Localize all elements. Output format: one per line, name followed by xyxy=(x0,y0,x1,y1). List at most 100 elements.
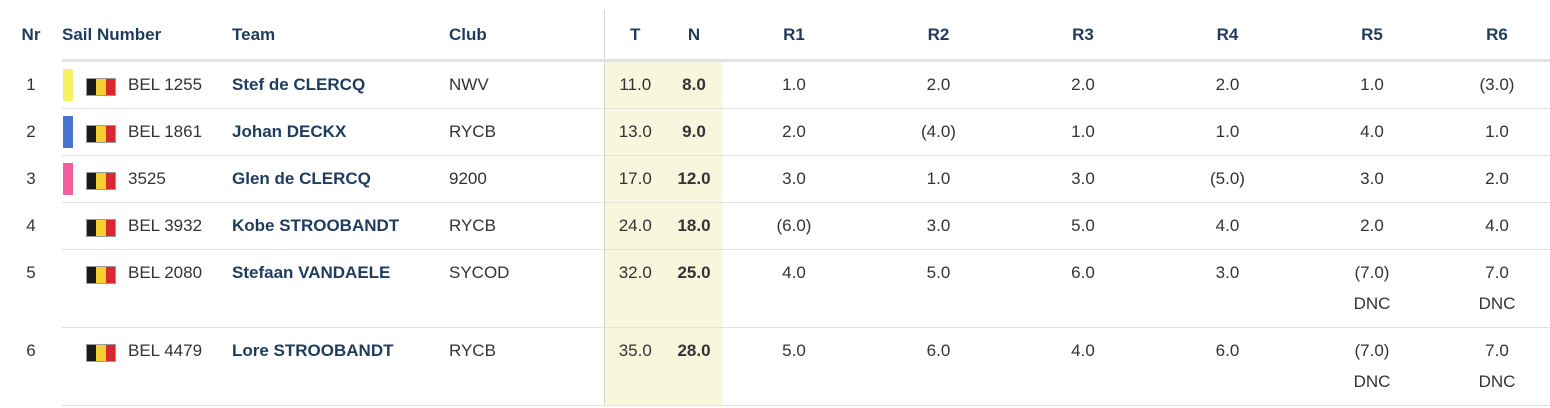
net-points-cell: 12.0 xyxy=(666,155,722,203)
team-name-link[interactable]: Kobe STROOBANDT xyxy=(232,216,400,235)
total-points-cell: 17.0 xyxy=(603,155,666,203)
header-net[interactable]: N xyxy=(666,10,722,62)
race-4-cell: 3.0 xyxy=(1155,249,1300,328)
header-nr[interactable]: Nr xyxy=(21,24,41,44)
race-6-code xyxy=(1444,234,1550,248)
race-5-code xyxy=(1300,140,1444,154)
sail-number: BEL 2080 xyxy=(128,263,203,282)
race-3-cell: 6.0 xyxy=(1011,249,1155,328)
rank-cell: 4 xyxy=(26,216,36,235)
total-points-cell: 35.0 xyxy=(603,327,666,406)
net-points-cell: 28.0 xyxy=(666,327,722,406)
sail-number: 3525 xyxy=(128,169,166,188)
team-cell[interactable]: Lore STROOBANDT xyxy=(232,327,449,406)
sail-number: BEL 1255 xyxy=(128,75,203,94)
rank-cell: 5 xyxy=(26,263,36,282)
header-club[interactable]: Club xyxy=(449,10,604,62)
net-points-cell: 18.0 xyxy=(666,202,722,250)
fleet-color-marker xyxy=(63,69,73,101)
race-1-cell: 4.0 xyxy=(722,249,866,328)
race-5-cell: 1.0 xyxy=(1300,60,1444,109)
sail-number-cell: BEL 3932 xyxy=(62,202,232,250)
header-r1[interactable]: R1 xyxy=(722,10,866,62)
table-row: 2 BEL 1861 Johan DECKX RYCB 13.0 9.0 2.0… xyxy=(0,108,1550,156)
race-3-cell: 3.0 xyxy=(1011,155,1155,203)
header-r4[interactable]: R4 xyxy=(1155,10,1300,62)
club-cell: RYCB xyxy=(449,108,604,156)
race-6-cell: 2.0 xyxy=(1444,155,1550,203)
race-2-cell: 2.0 xyxy=(866,60,1011,109)
race-4-cell: 4.0 xyxy=(1155,202,1300,250)
net-points-cell: 8.0 xyxy=(666,60,722,109)
race-6-code xyxy=(1444,140,1550,154)
club-cell: 9200 xyxy=(449,155,604,203)
race-4-cell: 6.0 xyxy=(1155,327,1300,406)
race-5-code xyxy=(1300,187,1444,201)
belgium-flag-icon xyxy=(86,78,116,96)
team-name-link[interactable]: Glen de CLERCQ xyxy=(232,169,371,188)
fleet-color-marker xyxy=(63,116,73,148)
team-cell[interactable]: Johan DECKX xyxy=(232,108,449,156)
race-6-cell: 7.0 DNC xyxy=(1444,249,1550,328)
table-row: 3 3525 Glen de CLERCQ 9200 17.0 12.0 3.0… xyxy=(0,155,1550,203)
total-points-cell: 32.0 xyxy=(603,249,666,328)
race-5-code xyxy=(1300,93,1444,107)
team-cell[interactable]: Glen de CLERCQ xyxy=(232,155,449,203)
header-row: Nr Sail Number Team Club T N R1 R2 R3 R4… xyxy=(0,10,1550,62)
sail-number-cell: BEL 4479 xyxy=(62,327,232,406)
race-4-cell: (5.0) xyxy=(1155,155,1300,203)
race-5-code: DNC xyxy=(1353,372,1391,391)
net-points-cell: 25.0 xyxy=(666,249,722,328)
race-6-cell: 7.0 DNC xyxy=(1444,327,1550,406)
team-name-link[interactable]: Lore STROOBANDT xyxy=(232,341,394,360)
rank-cell: 2 xyxy=(26,122,36,141)
team-name-link[interactable]: Stef de CLERCQ xyxy=(232,75,366,94)
race-3-cell: 2.0 xyxy=(1011,60,1155,109)
race-6-cell: 4.0 xyxy=(1444,202,1550,250)
race-1-cell: (6.0) xyxy=(722,202,866,250)
race-4-cell: 1.0 xyxy=(1155,108,1300,156)
belgium-flag-icon xyxy=(86,219,116,237)
club-cell: RYCB xyxy=(449,327,604,406)
rank-cell: 6 xyxy=(26,341,36,360)
team-cell[interactable]: Stefaan VANDAELE xyxy=(232,249,449,328)
team-name-link[interactable]: Stefaan VANDAELE xyxy=(232,263,391,282)
header-r5[interactable]: R5 xyxy=(1300,10,1444,62)
race-4-cell: 2.0 xyxy=(1155,60,1300,109)
race-5-cell: 2.0 xyxy=(1300,202,1444,250)
sail-number-cell: BEL 2080 xyxy=(62,249,232,328)
header-team[interactable]: Team xyxy=(232,10,449,62)
header-r6[interactable]: R6 xyxy=(1444,10,1550,62)
rank-cell: 3 xyxy=(26,169,36,188)
sail-number-cell: BEL 1255 xyxy=(62,60,232,109)
team-cell[interactable]: Kobe STROOBANDT xyxy=(232,202,449,250)
header-sail-number[interactable]: Sail Number xyxy=(62,10,232,62)
belgium-flag-icon xyxy=(86,344,116,362)
header-r2[interactable]: R2 xyxy=(866,10,1011,62)
race-1-cell: 2.0 xyxy=(722,108,866,156)
table-row: 6 BEL 4479 Lore STROOBANDT RYCB 35.0 28.… xyxy=(0,327,1550,406)
sail-number: BEL 4479 xyxy=(128,341,203,360)
race-5-code: DNC xyxy=(1353,294,1391,313)
team-cell[interactable]: Stef de CLERCQ xyxy=(232,60,449,109)
results-table: Nr Sail Number Team Club T N R1 R2 R3 R4… xyxy=(0,10,1550,406)
race-3-cell: 1.0 xyxy=(1011,108,1155,156)
race-5-cell: 4.0 xyxy=(1300,108,1444,156)
race-6-cell: (3.0) xyxy=(1444,60,1550,109)
net-points-cell: 9.0 xyxy=(666,108,722,156)
total-points-cell: 24.0 xyxy=(603,202,666,250)
race-2-cell: 6.0 xyxy=(866,327,1011,406)
team-name-link[interactable]: Johan DECKX xyxy=(232,122,347,141)
table-row: 4 BEL 3932 Kobe STROOBANDT RYCB 24.0 18.… xyxy=(0,202,1550,250)
total-points-cell: 13.0 xyxy=(603,108,666,156)
header-total[interactable]: T xyxy=(603,10,666,62)
race-5-cell: 3.0 xyxy=(1300,155,1444,203)
race-6-code: DNC xyxy=(1478,372,1516,391)
belgium-flag-icon xyxy=(86,125,116,143)
belgium-flag-icon xyxy=(86,266,116,284)
race-6-code xyxy=(1444,93,1550,107)
header-r3[interactable]: R3 xyxy=(1011,10,1155,62)
race-1-cell: 1.0 xyxy=(722,60,866,109)
table-row: 5 BEL 2080 Stefaan VANDAELE SYCOD 32.0 2… xyxy=(0,249,1550,328)
race-5-cell: (7.0) DNC xyxy=(1300,327,1444,406)
